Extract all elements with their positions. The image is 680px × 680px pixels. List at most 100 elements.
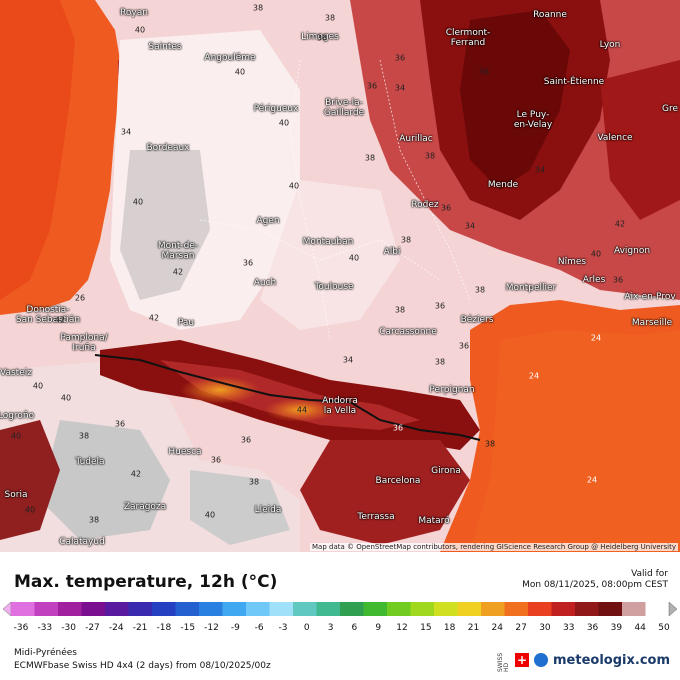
temp-value: 38 [324, 13, 336, 23]
city-label: Rodez [411, 200, 439, 210]
temp-value: 36 [612, 275, 624, 285]
city-label: Gre [661, 104, 679, 114]
scale-swatch [410, 602, 435, 616]
temp-value: 40 [132, 197, 144, 207]
map-attribution[interactable]: Map data © OpenStreetMap contributors, r… [310, 543, 678, 551]
temp-value: 36 [478, 67, 490, 77]
city-label: Pau [177, 318, 195, 328]
scale-swatch [340, 602, 364, 616]
city-label: Nîmes [557, 257, 587, 267]
temp-value: 40 [234, 67, 246, 77]
temp-value: 38 [252, 3, 264, 13]
city-label: Auch [253, 278, 277, 288]
scale-tick-label: 6 [351, 623, 358, 633]
temp-value: 38 [364, 153, 376, 163]
temp-value: 36 [240, 435, 252, 445]
temp-value: 38 [394, 305, 406, 315]
scale-tick-label: 39 [610, 623, 623, 633]
scale-swatch [293, 602, 317, 616]
temp-value: 40 [60, 393, 72, 403]
temp-value: 24 [590, 333, 602, 343]
city-label: Avignon [613, 246, 651, 256]
globe-icon [534, 653, 549, 667]
city-label: Girona [431, 466, 461, 476]
temp-value: 44 [296, 405, 308, 415]
scale-tick-label: 21 [467, 623, 480, 633]
temp-value: 40 [10, 431, 22, 441]
model-info: ECMWFbase Swiss HD 4x4 (2 days) from 08/… [14, 661, 271, 671]
meteologix-logo[interactable]: meteologix.com [553, 652, 670, 668]
region-name: Midi-Pyrénées [14, 648, 77, 658]
valid-for-label: Valid for [631, 569, 668, 579]
city-label: Saint-Étienne [543, 77, 605, 87]
temperature-map: Royan Saintes Angoulême Limoges Clermont… [0, 0, 680, 552]
scale-tick-label: -18 [156, 623, 172, 633]
scale-swatch [246, 602, 270, 616]
city-label: Lyon [599, 40, 621, 50]
city-label: Mont-de- Marsan [157, 241, 199, 261]
city-label: Saintes [148, 42, 182, 52]
city-label: Pamplona/ Iruña [60, 333, 108, 353]
brand-logos[interactable]: SWISS HD + meteologix.com [497, 648, 670, 673]
color-scale-bar [2, 601, 678, 617]
city-label: Andorra la Vella [322, 396, 358, 416]
scale-tick-label: 15 [420, 623, 432, 633]
swiss-cross-icon: + [515, 653, 530, 667]
city-label: Le Puy- en-Velay [513, 110, 553, 130]
scale-swatch [105, 602, 129, 616]
scale-tick-label: -24 [108, 623, 124, 633]
city-label: Terrassa [357, 512, 395, 522]
temp-value: 36 [114, 419, 126, 429]
city-label: Valence [597, 133, 633, 143]
temp-value: 36 [392, 423, 404, 433]
scale-swatch [387, 602, 411, 616]
scale-tick-label: -15 [180, 623, 196, 633]
city-label: Roanne [533, 10, 567, 20]
temp-value: 34 [464, 221, 476, 231]
city-label: Clermont- Ferrand [445, 28, 491, 48]
temp-value: 38 [400, 235, 412, 245]
city-label: Carcassonne [379, 327, 437, 337]
city-label: Lleida [254, 505, 282, 515]
temp-value: 36 [210, 455, 222, 465]
scale-tick-label: -6 [254, 623, 264, 633]
temp-value: 34 [534, 165, 546, 175]
temp-value: 42 [130, 469, 142, 479]
temp-value: 40 [288, 181, 300, 191]
temp-value: 40 [24, 505, 36, 515]
temp-value: 42 [54, 315, 66, 325]
city-label: Montauban [302, 237, 354, 247]
city-label: Tudela [75, 457, 105, 467]
scale-swatch [81, 602, 106, 616]
color-scale-svg [2, 601, 678, 617]
temp-value: 36 [458, 341, 470, 351]
city-label: Limoges [301, 32, 339, 42]
city-label: Vasteiz [0, 368, 32, 378]
city-label: Perpignan [429, 385, 475, 395]
temp-value: 24 [528, 371, 540, 381]
scale-tick-label: -3 [278, 623, 288, 633]
scale-swatch [269, 602, 294, 616]
scale-swatch [457, 602, 482, 616]
temp-value: 40 [278, 118, 290, 128]
scale-min-arrow [2, 601, 12, 617]
scale-tick-label: 18 [443, 623, 456, 633]
scale-tick-label: 0 [303, 623, 310, 633]
temp-value: 40 [204, 510, 216, 520]
city-label: Barcelona [375, 476, 421, 486]
scale-tick-label: -33 [37, 623, 53, 633]
scale-swatch [58, 602, 82, 616]
city-label: Arles [582, 275, 606, 285]
city-label: Royan [120, 8, 148, 18]
city-label: Toulouse [314, 282, 354, 292]
city-label: Logroño [0, 411, 35, 421]
scale-tick-label: -21 [132, 623, 148, 633]
temp-value: 38 [78, 431, 90, 441]
scale-tick-label: 24 [491, 623, 504, 633]
city-label: Brive-la- Gaillarde [323, 98, 365, 118]
legend-panel: Max. temperature, 12h (°C) Valid for Mon… [0, 552, 680, 680]
scale-swatch [222, 602, 247, 616]
scale-swatch [199, 602, 223, 616]
temp-value: 42 [172, 267, 184, 277]
scale-tick-label: 44 [634, 623, 646, 633]
